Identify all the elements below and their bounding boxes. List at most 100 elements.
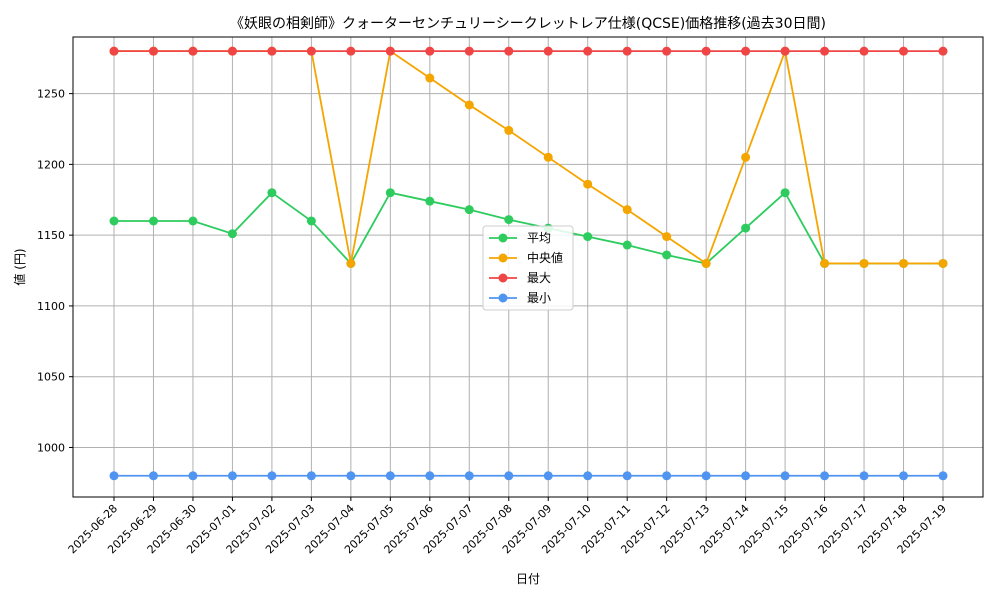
data-point [820, 258, 830, 268]
data-point [622, 205, 632, 215]
legend-label: 中央値 [527, 250, 563, 265]
data-point [425, 73, 435, 83]
legend-box [482, 225, 574, 311]
x-axis: 2025-06-282025-06-292025-06-302025-07-01… [66, 497, 949, 556]
data-point [899, 471, 909, 481]
legend-swatch-marker [498, 233, 508, 243]
series-3 [109, 471, 948, 481]
data-point [267, 471, 277, 481]
series-2 [109, 46, 948, 56]
y-axis-label: 値 (円) [12, 248, 27, 285]
data-point [464, 471, 474, 481]
data-point [622, 46, 632, 56]
data-point [188, 46, 198, 56]
data-point [425, 471, 435, 481]
data-point [859, 258, 869, 268]
data-point [583, 471, 593, 481]
data-point [701, 471, 711, 481]
data-point [385, 46, 395, 56]
data-point [741, 471, 751, 481]
data-point [109, 471, 119, 481]
data-point [188, 216, 198, 226]
data-point [662, 232, 672, 242]
data-point [543, 152, 553, 162]
data-point [227, 46, 237, 56]
data-point [583, 232, 593, 242]
y-tick-label: 1100 [37, 300, 65, 313]
data-point [662, 46, 672, 56]
data-point [346, 471, 356, 481]
data-point [701, 258, 711, 268]
data-point [109, 216, 119, 226]
data-point [385, 188, 395, 198]
data-point [938, 471, 948, 481]
legend-label: 最大 [527, 271, 551, 285]
data-point [662, 471, 672, 481]
y-tick-label: 1150 [37, 229, 65, 242]
data-point [780, 46, 790, 56]
data-point [741, 46, 751, 56]
data-point [820, 46, 830, 56]
data-point [148, 46, 158, 56]
data-point [385, 471, 395, 481]
series-line [114, 191, 943, 265]
data-point [227, 471, 237, 481]
data-point [622, 471, 632, 481]
data-point [148, 216, 158, 226]
data-point [741, 152, 751, 162]
data-point [464, 100, 474, 110]
data-point [504, 46, 514, 56]
chart-title: 《妖眼の相剣師》クォーターセンチュリーシークレットレア仕様(QCSE)価格推移(… [230, 16, 826, 32]
data-point [938, 258, 948, 268]
data-point [346, 46, 356, 56]
series-group [109, 46, 948, 481]
data-point [188, 471, 198, 481]
data-point [820, 471, 830, 481]
data-point [148, 471, 158, 481]
data-point [346, 258, 356, 268]
data-point [504, 471, 514, 481]
y-tick-label: 1000 [37, 441, 65, 454]
data-point [425, 196, 435, 206]
data-point [504, 125, 514, 135]
y-tick-label: 1250 [37, 88, 65, 101]
data-point [859, 471, 869, 481]
data-point [780, 188, 790, 198]
legend-label: 最小 [527, 291, 551, 305]
data-point [306, 471, 316, 481]
data-point [504, 215, 514, 225]
data-point [543, 471, 553, 481]
data-point [306, 216, 316, 226]
data-point [109, 46, 119, 56]
y-tick-label: 1200 [37, 158, 65, 171]
data-point [425, 46, 435, 56]
plot-frame [72, 36, 984, 498]
x-axis-label: 日付 [516, 572, 540, 586]
legend-label: 平均 [527, 231, 551, 245]
data-point [306, 46, 316, 56]
y-tick-label: 1050 [37, 371, 65, 384]
data-point [701, 46, 711, 56]
data-point [267, 46, 277, 56]
data-point [899, 46, 909, 56]
data-point [543, 46, 553, 56]
legend-swatch-marker [498, 293, 508, 303]
data-point [662, 250, 672, 260]
data-point [938, 46, 948, 56]
legend-swatch-marker [498, 273, 508, 283]
data-point [622, 240, 632, 250]
legend-swatch-marker [498, 253, 508, 263]
data-point [583, 46, 593, 56]
data-point [464, 205, 474, 215]
data-point [741, 223, 751, 233]
data-point [267, 188, 277, 198]
data-point [899, 258, 909, 268]
data-point [583, 179, 593, 189]
data-point [780, 471, 790, 481]
data-point [227, 229, 237, 239]
data-point [464, 46, 474, 56]
data-point [859, 46, 869, 56]
y-axis: 1000 1050 1100 1150 1200 1250 [37, 88, 73, 454]
